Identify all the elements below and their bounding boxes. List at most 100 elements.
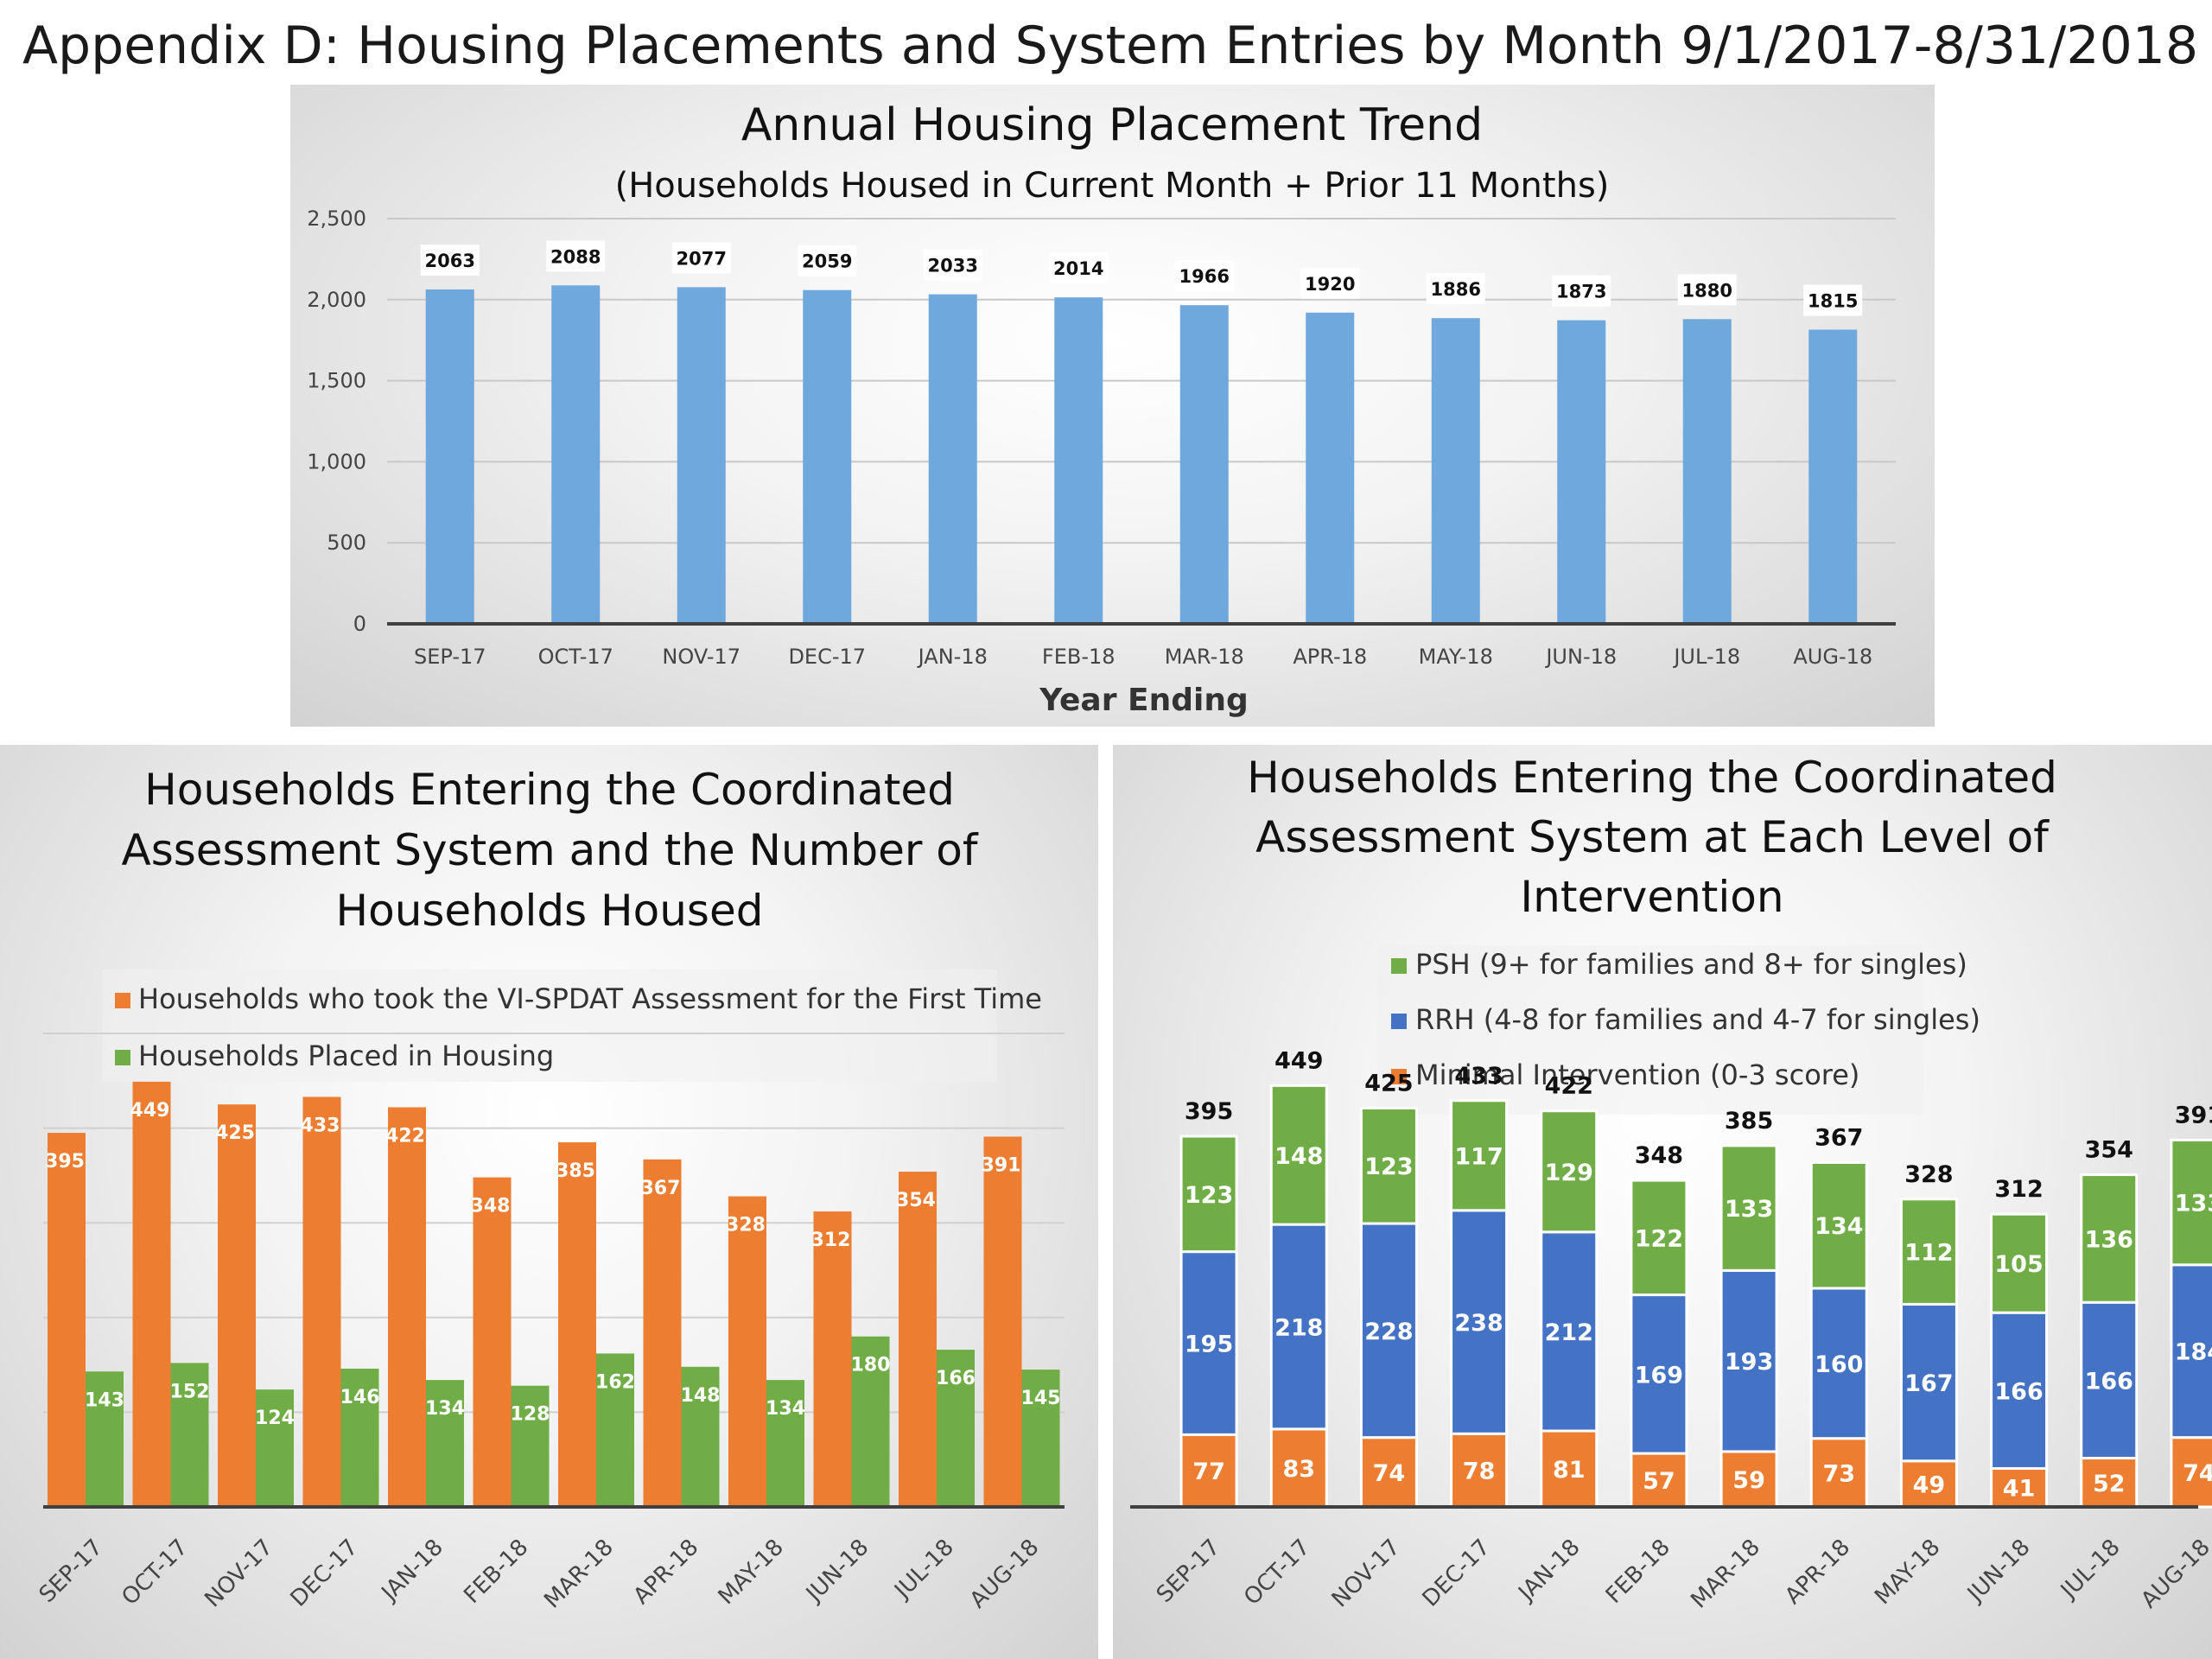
data-label: 145 [1021,1388,1061,1409]
legend-swatch [1391,1014,1407,1029]
bar-green [256,1389,294,1507]
total-label: 328 [1904,1161,1953,1188]
x-tick-label: SEP-17 [414,645,486,669]
x-axis-label: Year Ending [1039,683,1249,718]
legend-label: Households Placed in Housing [138,1039,554,1072]
chart-subtitle: (Households Housed in Current Month + Pr… [615,166,1610,206]
total-label: 422 [1545,1073,1593,1100]
bar-segment [2170,1263,2212,1440]
bar-segment [1359,1106,1418,1225]
bar-orange [728,1196,766,1507]
bar-orange [558,1142,596,1507]
legend-swatch [1391,958,1407,974]
data-label: 195 [1185,1331,1233,1357]
data-label: 422 [385,1125,425,1147]
data-label: 193 [1725,1349,1773,1376]
x-tick-label: NOV-17 [200,1535,278,1613]
legend-swatch [1391,1069,1407,1084]
bar [1054,297,1103,624]
data-label-box [671,242,731,274]
bar-green [426,1380,464,1507]
data-label: 1873 [1556,282,1606,302]
chart-title-line: Assessment System at Each Level of [1255,812,2050,862]
bar-segment [1719,1268,1778,1453]
x-tick-label: SEP-17 [35,1535,108,1608]
data-label: 425 [215,1122,255,1144]
intervention-level-chart-panel: Households Entering the Coordinated Asses… [1113,745,2212,1659]
chart-title-line: Households Housed [336,886,764,936]
x-tick-label: JUN-18 [800,1535,874,1608]
data-label: 112 [1904,1240,1953,1267]
bar-orange [899,1172,937,1507]
data-label: 136 [2085,1226,2133,1253]
x-tick-label: AUG-18 [965,1535,1045,1614]
bar-segment [1630,1179,1688,1297]
y-tick-label: 1,500 [307,369,366,393]
data-label-box [546,240,606,272]
bar-segment [2080,1300,2139,1460]
data-label: 129 [1545,1160,1593,1186]
data-label: 128 [511,1404,550,1426]
data-label: 2059 [802,251,852,272]
x-tick-label: JAN-18 [376,1535,448,1607]
data-label: 134 [1815,1213,1863,1240]
bar-green [681,1366,720,1507]
bar-segment [1179,1433,1238,1509]
data-label: 166 [1994,1378,2043,1405]
bar-green [596,1353,634,1507]
bar [803,289,852,624]
data-label: 1880 [1682,280,1732,301]
bar-segment [1359,1436,1418,1509]
bar [1431,318,1480,624]
data-label: 1886 [1431,279,1481,300]
data-label: 77 [1192,1459,1225,1485]
bar-segment [2170,1436,2212,1509]
data-label: 348 [471,1196,511,1217]
data-label: 133 [1725,1196,1773,1223]
bar-segment [1809,1287,1868,1440]
x-tick-label: DEC-17 [1418,1535,1496,1612]
data-label: 2077 [677,248,727,269]
bar-orange [813,1211,852,1507]
x-tick-label: OCT-17 [1239,1535,1315,1611]
total-label: 367 [1815,1124,1863,1151]
data-label: 180 [851,1355,891,1376]
data-label: 148 [1274,1143,1323,1170]
x-tick-label: OCT-17 [538,645,613,669]
data-label: 354 [896,1190,936,1211]
data-label: 146 [340,1387,380,1408]
x-tick-label: JUN-18 [1961,1535,2035,1608]
total-label: 385 [1725,1108,1773,1135]
legend-box [102,969,997,1082]
x-tick-label: MAY-18 [1870,1535,1945,1610]
data-label-box [798,245,857,276]
bar [1682,319,1732,624]
total-label: 433 [1454,1063,1503,1090]
bar-orange [132,1081,171,1507]
x-tick-label: NOV-17 [662,645,741,669]
bar-orange [218,1104,256,1507]
data-label: 1966 [1179,266,1230,287]
chart-title: Annual Housing Placement Trend [741,99,1483,151]
data-label-box [420,244,480,276]
legend-label: PSH (9+ for families and 8+ for singles) [1415,948,1967,981]
x-tick-label: APR-18 [1780,1535,1855,1610]
x-tick-label: MAR-18 [539,1535,619,1614]
x-tick-label: MAR-18 [1686,1535,1765,1614]
total-label: 425 [1364,1070,1413,1096]
x-tick-label: MAY-18 [1419,645,1493,669]
data-label: 2033 [928,256,978,276]
bar-orange [302,1096,341,1507]
data-label: 238 [1454,1310,1503,1337]
legend-swatch-orange [115,993,130,1008]
x-tick-label: MAY-18 [714,1535,789,1610]
data-label: 117 [1454,1143,1503,1170]
bar [425,289,474,624]
data-label: 2088 [550,246,601,267]
data-label: 385 [556,1160,595,1182]
data-label: 105 [1994,1251,2043,1278]
bar-segment [1540,1230,1599,1433]
data-label: 122 [1635,1225,1683,1252]
data-label: 52 [2093,1471,2126,1497]
chart-title-line: Households Entering the Coordinated [1247,753,2057,803]
